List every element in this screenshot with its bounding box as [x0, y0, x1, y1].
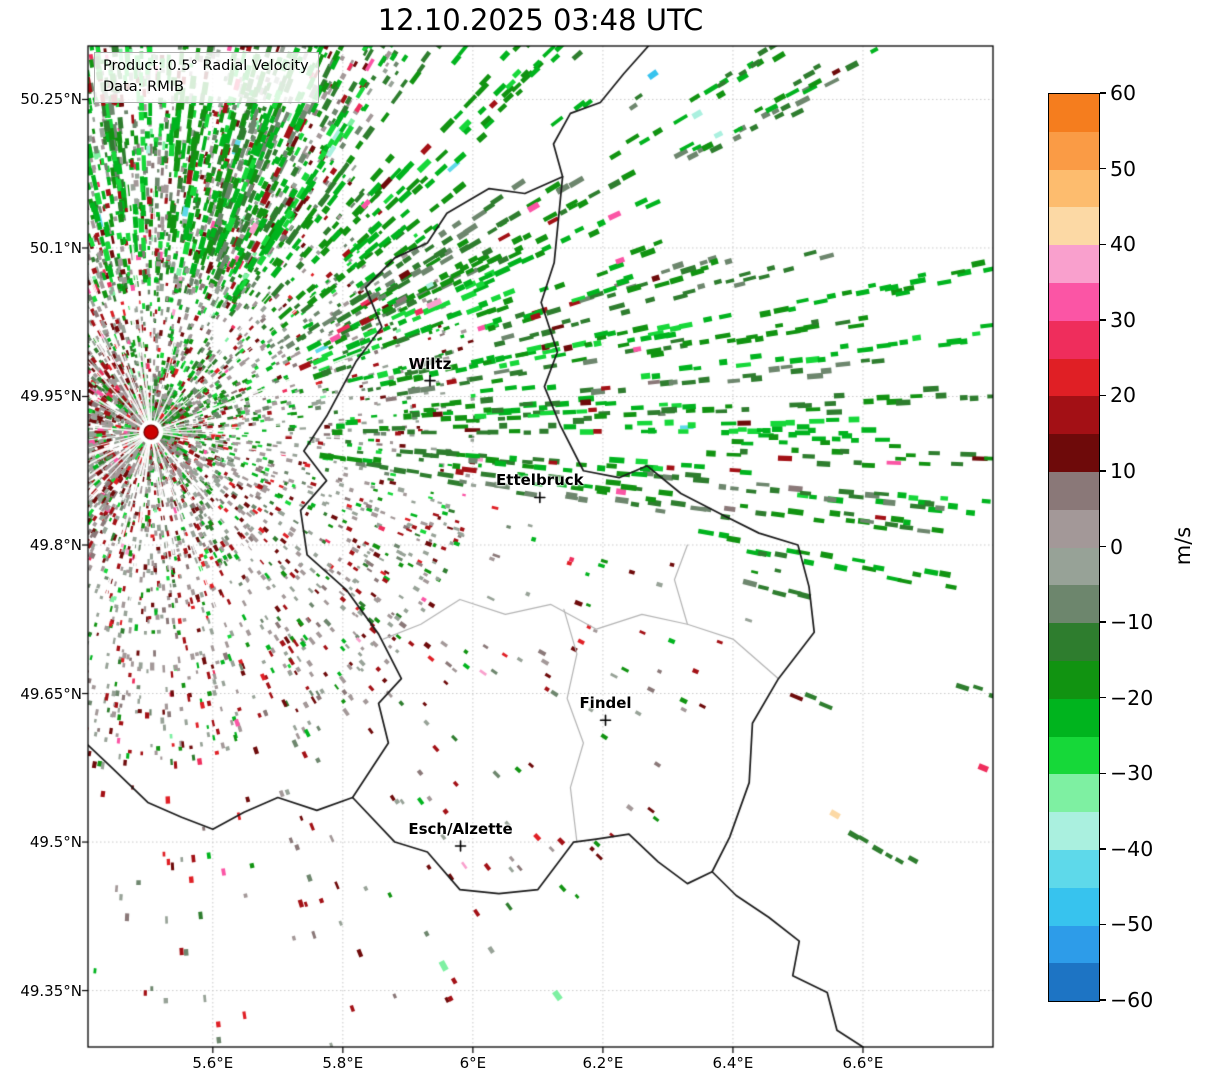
city-label-esch-alzette: Esch/Alzette	[408, 820, 513, 838]
colorbar-segment	[1049, 94, 1099, 132]
lon-tick-label: 5.8°E	[322, 1054, 364, 1072]
colorbar-segment	[1049, 207, 1099, 246]
colorbar-tick-mark	[1100, 772, 1106, 775]
figure-title: 12.10.2025 03:48 UTC	[377, 3, 704, 37]
product-info-line: Product: 0.5° Radial Velocity	[103, 58, 309, 74]
lat-tick-label: 49.35°N	[20, 981, 82, 1000]
city-label-ettelbruck: Ettelbruck	[496, 471, 584, 490]
colorbar-segment	[1049, 245, 1099, 283]
city-label-findel: Findel	[579, 694, 632, 713]
lat-tick-label: 49.8°N	[29, 536, 82, 554]
colorbar-segment	[1049, 509, 1099, 548]
colorbar	[1048, 93, 1100, 1002]
colorbar-segment	[1049, 396, 1099, 435]
colorbar-tick-label: 50	[1110, 156, 1137, 181]
colorbar-tick-mark	[1100, 848, 1106, 850]
colorbar-segment	[1049, 358, 1099, 397]
colorbar-segment	[1049, 698, 1099, 737]
colorbar-segment	[1049, 812, 1099, 850]
lon-tick-label: 6.2°E	[582, 1054, 624, 1072]
colorbar-tick-mark	[1100, 545, 1106, 548]
colorbar-segment	[1049, 887, 1099, 926]
colorbar-tick-mark	[1100, 923, 1106, 926]
colorbar-segment	[1049, 925, 1099, 964]
colorbar-tick-label: 0	[1110, 534, 1124, 559]
lon-tick-label: 6°E	[459, 1054, 487, 1072]
colorbar-segment	[1049, 282, 1099, 321]
lon-tick-label: 6.6°E	[842, 1054, 884, 1072]
lat-tick-label: 49.95°N	[20, 387, 82, 406]
colorbar-segment	[1049, 736, 1099, 775]
colorbar-tick-label: −20	[1110, 685, 1154, 710]
colorbar-tick-label: −40	[1110, 836, 1154, 861]
colorbar-tick-mark	[1100, 621, 1106, 623]
colorbar-unit-label: m/s	[1171, 526, 1195, 566]
colorbar-segment	[1049, 471, 1099, 510]
colorbar-tick-mark	[1100, 243, 1106, 245]
colorbar-segment	[1049, 320, 1099, 359]
colorbar-tick-label: 30	[1110, 307, 1137, 332]
colorbar-tick-mark	[1100, 999, 1106, 1001]
colorbar-tick-label: 40	[1110, 232, 1137, 257]
colorbar-segment	[1049, 774, 1099, 813]
colorbar-tick-label: −60	[1110, 988, 1154, 1012]
lat-tick-label: 50.1°N	[29, 238, 82, 257]
colorbar-tick-mark	[1100, 92, 1106, 94]
colorbar-tick-label: 10	[1110, 458, 1137, 483]
colorbar-tick-mark	[1100, 470, 1106, 472]
colorbar-segment	[1049, 585, 1099, 624]
colorbar-tick-label: −10	[1110, 610, 1154, 635]
colorbar-tick-label: −50	[1110, 912, 1154, 937]
colorbar-segment	[1049, 169, 1099, 208]
colorbar-tick-mark	[1100, 697, 1106, 699]
colorbar-segment	[1049, 623, 1099, 661]
lat-tick-label: 50.25°N	[20, 90, 82, 109]
data-source-line: Data: RMIB	[103, 78, 184, 95]
colorbar-segment	[1049, 849, 1099, 888]
colorbar-tick-label: 20	[1110, 383, 1137, 408]
lat-tick-label: 49.65°N	[20, 684, 82, 703]
colorbar-tick-mark	[1100, 167, 1106, 170]
colorbar-tick-mark	[1100, 394, 1106, 397]
colorbar-tick-label: 60	[1110, 81, 1137, 105]
colorbar-tick-mark	[1100, 319, 1106, 321]
colorbar-segment	[1049, 434, 1099, 472]
lon-tick-label: 5.6°E	[192, 1054, 234, 1072]
lon-tick-label: 6.4°E	[712, 1054, 754, 1072]
colorbar-segment	[1049, 660, 1099, 699]
colorbar-segment	[1049, 131, 1099, 170]
colorbar-tick-label: −30	[1110, 761, 1154, 786]
product-info-box: Product: 0.5° Radial Velocity Data: RMIB	[94, 52, 319, 104]
colorbar-segment	[1049, 547, 1099, 586]
colorbar-segment	[1049, 963, 1099, 1002]
lat-tick-label: 49.5°N	[29, 833, 82, 852]
city-label-wiltz: Wiltz	[408, 354, 452, 373]
